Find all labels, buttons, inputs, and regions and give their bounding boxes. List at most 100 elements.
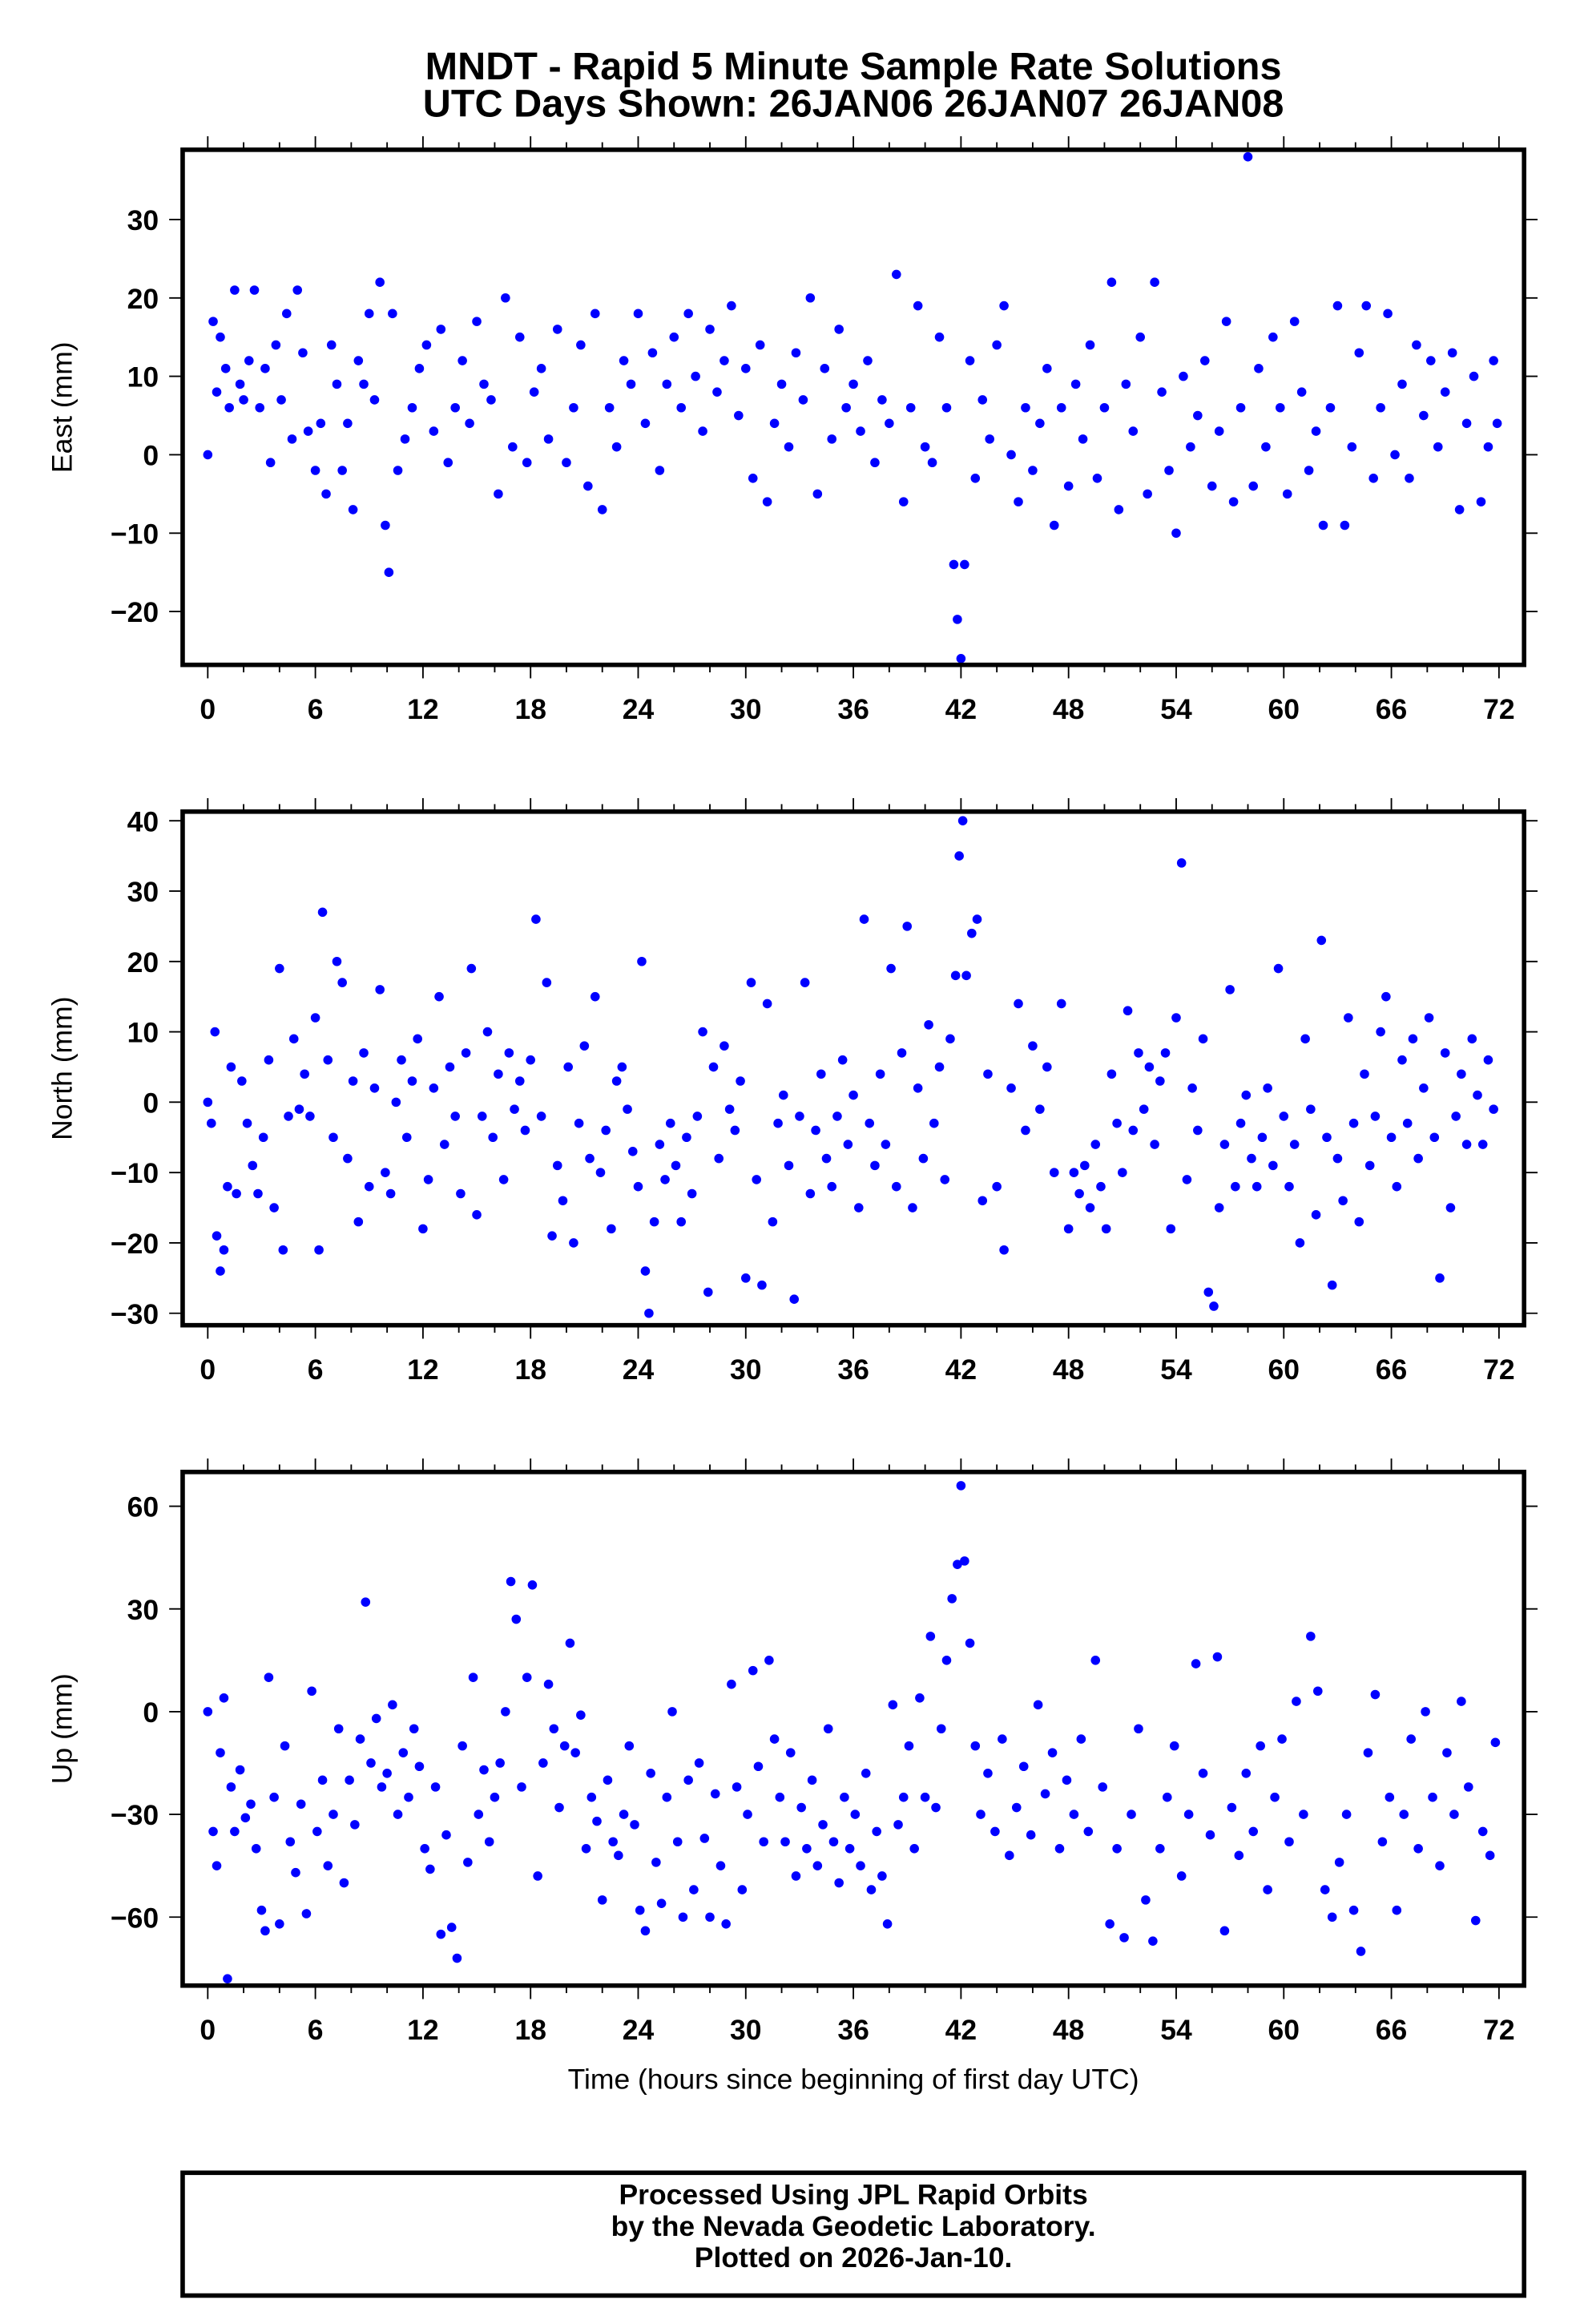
data-point [827, 1181, 837, 1192]
data-point [303, 426, 313, 436]
data-point [1470, 1915, 1481, 1926]
data-point [957, 816, 968, 825]
data-point [1361, 301, 1372, 311]
data-point [436, 325, 446, 334]
data-point [904, 1741, 914, 1751]
data-point [1397, 1055, 1407, 1065]
data-point [827, 434, 837, 444]
data-point [388, 309, 397, 319]
data-point [1014, 497, 1023, 506]
y-tick-label: −30 [111, 1799, 159, 1831]
data-point [1295, 1238, 1305, 1248]
x-tick-label: 0 [200, 2014, 216, 2046]
data-point [310, 1013, 320, 1023]
data-point [597, 1895, 607, 1905]
data-point [882, 1919, 893, 1929]
data-point [255, 402, 265, 413]
data-point [343, 1153, 353, 1164]
data-point [597, 505, 607, 514]
x-tick-label: 24 [623, 693, 655, 725]
data-point [300, 1069, 309, 1079]
data-point [364, 309, 374, 319]
data-point [1348, 1118, 1359, 1128]
data-point [400, 434, 410, 444]
data-point [348, 505, 358, 514]
data-point [446, 1923, 457, 1932]
data-point [812, 489, 823, 499]
data-point [1026, 1830, 1036, 1840]
y-tick-label: −60 [111, 1902, 159, 1934]
data-point [691, 371, 700, 381]
data-point [985, 434, 994, 444]
data-point [212, 1861, 222, 1870]
data-point [1134, 1048, 1143, 1058]
data-point [436, 1929, 446, 1939]
data-point [430, 1782, 441, 1792]
data-point [1227, 1802, 1237, 1813]
data-point [856, 1861, 865, 1870]
data-point [472, 1210, 482, 1220]
data-point [242, 1118, 252, 1128]
data-point [558, 1196, 568, 1206]
data-point [805, 1188, 816, 1199]
data-point [848, 1090, 858, 1100]
x-tick-label: 6 [308, 693, 324, 725]
data-point [1193, 410, 1203, 421]
data-point [1254, 364, 1264, 373]
data-point [1241, 1090, 1252, 1100]
data-point [1334, 1858, 1344, 1867]
data-point [269, 1792, 279, 1802]
data-point [768, 1216, 778, 1227]
data-point [877, 1871, 887, 1881]
data-point [828, 1837, 839, 1847]
data-point [908, 1203, 917, 1212]
data-point [316, 418, 326, 429]
data-point [672, 1837, 683, 1847]
data-point [759, 1837, 768, 1847]
data-point [840, 1792, 849, 1802]
data-point [647, 348, 658, 358]
data-point [240, 1813, 251, 1823]
data-point [1252, 1181, 1262, 1192]
data-point [232, 1188, 241, 1199]
data-point [885, 418, 894, 429]
data-point [284, 1112, 293, 1121]
data-point [1296, 387, 1307, 397]
data-point [239, 395, 248, 405]
y-tick-label: 10 [127, 361, 159, 393]
data-point [646, 1769, 655, 1778]
data-point [662, 379, 672, 389]
data-point [640, 418, 651, 429]
data-point [1282, 489, 1292, 499]
data-point [474, 1810, 484, 1819]
data-point [960, 559, 969, 570]
data-point [583, 481, 593, 491]
data-point [1363, 1748, 1373, 1757]
data-point [705, 1912, 715, 1923]
data-point [429, 1083, 439, 1093]
data-point [892, 269, 901, 280]
data-point [434, 991, 444, 1002]
data-point [762, 999, 772, 1009]
data-point [662, 1792, 672, 1802]
data-point [407, 1076, 417, 1086]
data-point [1348, 1905, 1359, 1915]
data-point [665, 1118, 675, 1128]
data-point [1263, 1083, 1272, 1093]
data-point [1435, 1861, 1445, 1870]
data-point [533, 1871, 542, 1881]
data-point [752, 1175, 762, 1184]
data-point [1483, 442, 1493, 452]
data-point [1092, 473, 1102, 483]
data-point [520, 1125, 530, 1136]
data-point [1118, 1168, 1127, 1177]
data-point [420, 1844, 429, 1854]
data-point [1276, 402, 1285, 413]
data-point [1182, 1175, 1192, 1184]
data-point [727, 301, 736, 311]
data-point [644, 1308, 654, 1318]
data-point [902, 922, 913, 931]
data-point [999, 1245, 1009, 1255]
data-point [538, 1758, 548, 1768]
x-tick-label: 66 [1376, 2014, 1407, 2046]
